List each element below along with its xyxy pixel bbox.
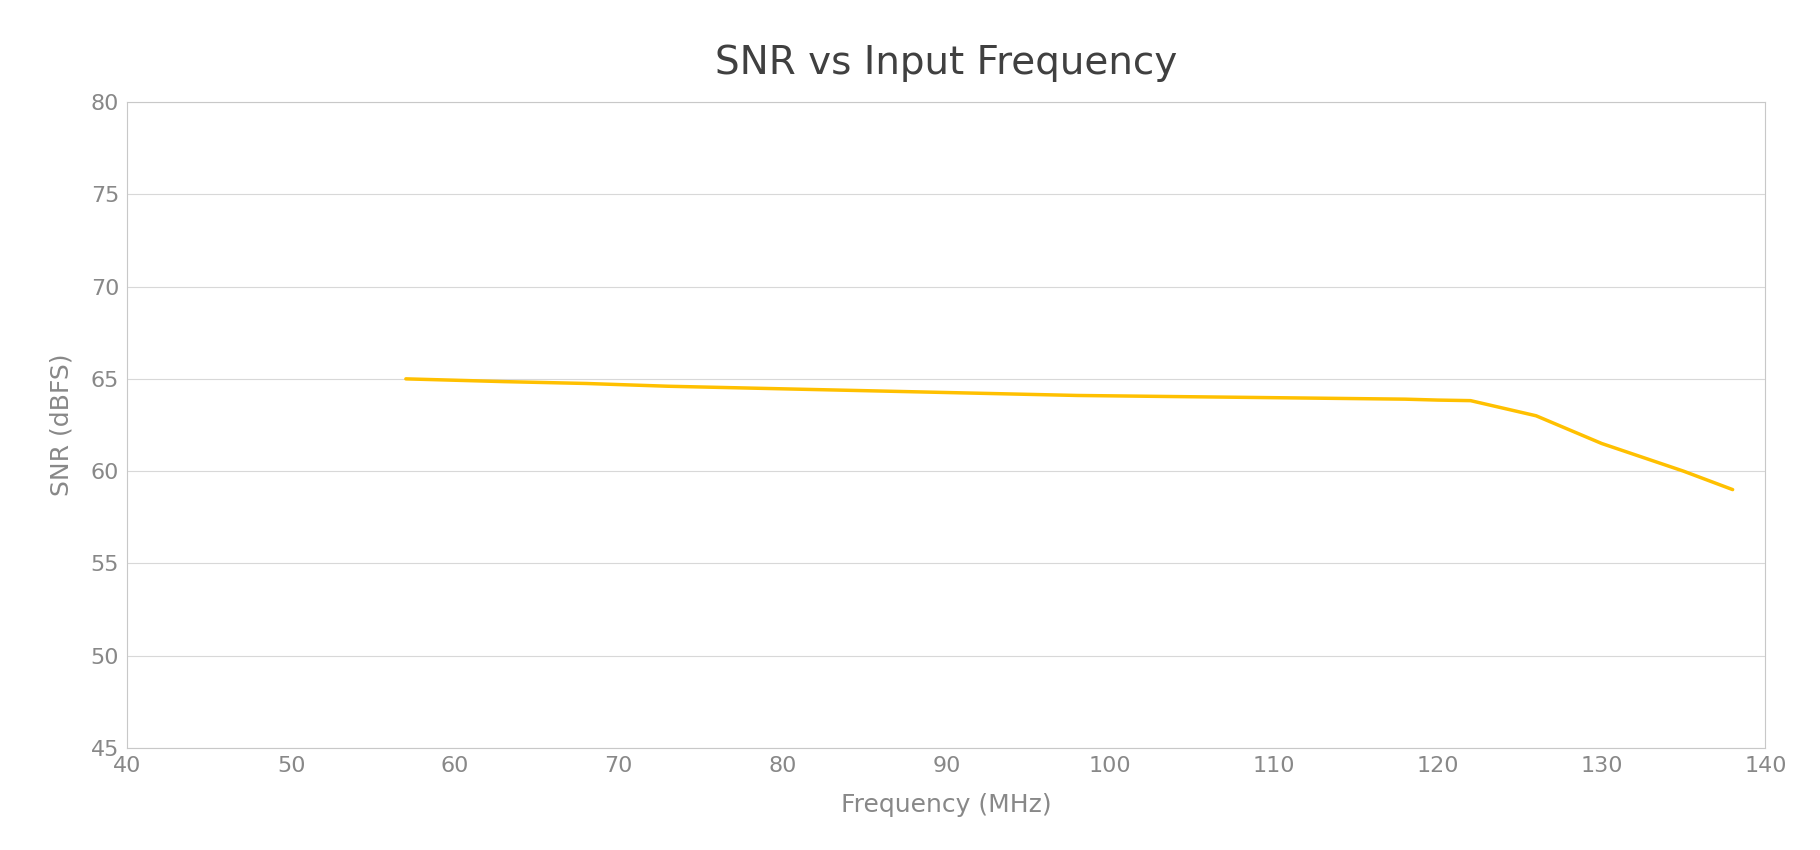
X-axis label: Frequency (MHz): Frequency (MHz) (841, 793, 1052, 817)
Y-axis label: SNR (dBFS): SNR (dBFS) (49, 354, 75, 496)
Title: SNR vs Input Frequency: SNR vs Input Frequency (715, 44, 1178, 82)
